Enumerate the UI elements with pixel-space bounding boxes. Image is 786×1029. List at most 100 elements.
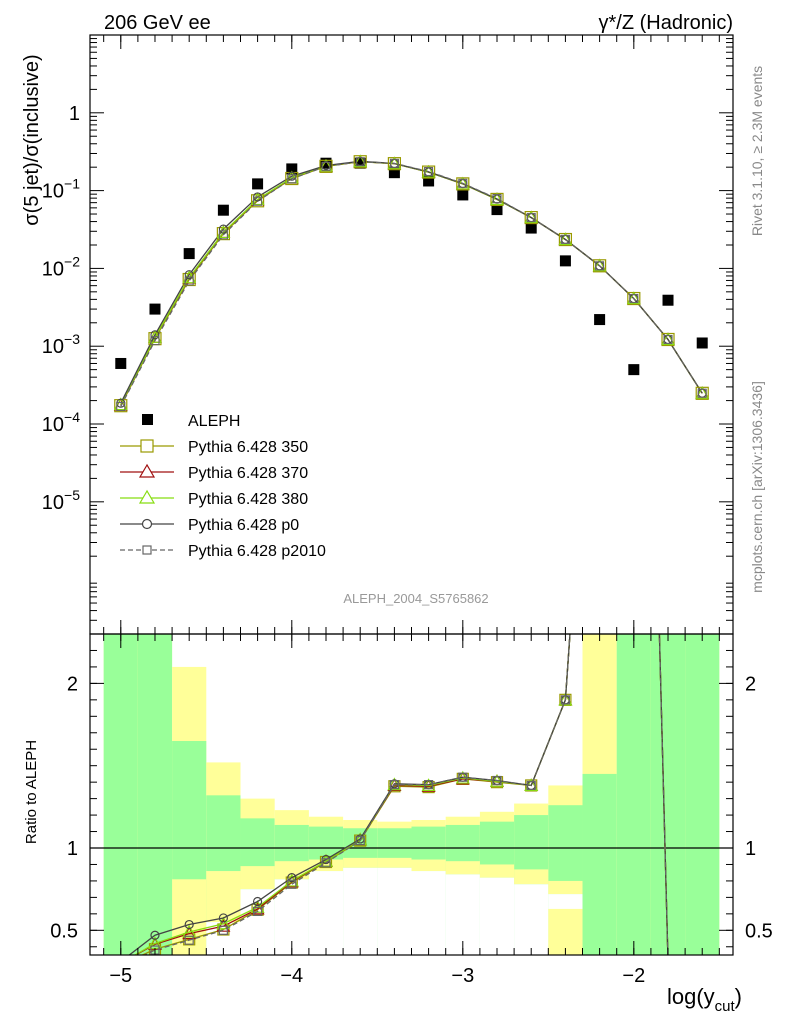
- green-band-bin: [616, 634, 651, 955]
- main-frame: [89, 34, 734, 635]
- white-lower-bin: [479, 877, 515, 955]
- ratio-series: [128, 634, 669, 955]
- ratio-marker: [526, 780, 536, 791]
- main-ylabel: σ(5 jet)/σ(inclusive): [21, 54, 43, 225]
- aleph-point: [559, 255, 571, 267]
- ratio-marker: [218, 925, 228, 935]
- mc-marker: [216, 227, 230, 241]
- ratio-marker: [492, 775, 502, 786]
- yellow-lower-bin: [377, 857, 412, 868]
- yellow-lower-bin: [343, 857, 378, 868]
- ratio-ytick-label: 2: [67, 673, 78, 695]
- aleph-point: [354, 157, 366, 169]
- ratio-ytick-label-right: 2: [745, 673, 756, 695]
- mc-marker: [287, 174, 297, 184]
- aleph-point: [696, 337, 708, 349]
- ratio-ytick-label-right: 0.5: [745, 920, 773, 942]
- mc-marker: [184, 276, 194, 286]
- aleph-point: [217, 204, 229, 216]
- ratio-ytick-label-right: 1: [745, 838, 756, 860]
- xtick-label: −3: [451, 965, 474, 987]
- white-lower-bin: [411, 871, 446, 955]
- aleph-point: [388, 167, 400, 179]
- main-ytick-label: 10−3: [42, 331, 80, 358]
- mc-marker: [560, 234, 570, 244]
- main-ytick-label: 10−5: [42, 487, 80, 514]
- white-lower-bin: [514, 884, 549, 955]
- legend: ALEPH Pythia 6.428 350 Pythia 6.428 370 Pyt…: [120, 413, 326, 560]
- ratio-marker: [389, 780, 399, 790]
- mc-marker: [695, 386, 710, 399]
- yellow-lower-bin: [514, 869, 549, 885]
- mc-marker: [526, 213, 536, 223]
- main-line-Pythia-6.428-p0: [120, 160, 703, 404]
- white-lower-bin: [377, 867, 412, 955]
- mc-marker: [116, 401, 126, 412]
- header-right: γ*/Z (Hadronic): [599, 12, 733, 34]
- mc-marker: [663, 334, 673, 345]
- legend-marker: [140, 439, 154, 453]
- mc-marker: [592, 258, 607, 272]
- yellow-lower-bin: [548, 880, 583, 895]
- ratio-marker: [182, 924, 197, 938]
- header-left: 206 GeV ee: [104, 12, 211, 34]
- mc-marker: [150, 336, 160, 346]
- ratio-ylabel: Ratio to ALEPH: [23, 740, 40, 844]
- legend-label: Pythia 6.428 p2010: [188, 543, 326, 560]
- ratio-marker: [252, 906, 263, 916]
- ratio-marker: [424, 780, 434, 790]
- xtick-label: −2: [622, 965, 645, 987]
- ratio-marker: [150, 930, 160, 940]
- main-series: [113, 154, 710, 413]
- legend-marker: [142, 414, 153, 425]
- mc-marker: [524, 210, 539, 224]
- yellow-lower-bin: [240, 866, 275, 890]
- green-band-bin: [103, 634, 138, 955]
- aleph-point: [525, 222, 537, 234]
- legend-marker: [138, 463, 156, 478]
- white-lower-bin: [308, 871, 344, 955]
- ratio-marker: [558, 692, 573, 706]
- mcplots-label: mcplots.cern.ch [arXiv:1306.3436]: [749, 381, 765, 593]
- aleph-point: [594, 314, 606, 326]
- mc-marker: [253, 196, 263, 206]
- aleph-point: [252, 178, 264, 190]
- yellow-lower-bin: [479, 864, 515, 878]
- legend-label: Pythia 6.428 370: [188, 465, 308, 482]
- ratio-marker: [355, 835, 365, 846]
- mc-marker: [184, 270, 194, 280]
- yellow-lower-bin: [445, 861, 480, 875]
- legend-label: Pythia 6.428 p0: [188, 517, 299, 534]
- white-lower-bin: [343, 867, 378, 955]
- xtick-label: −4: [280, 965, 303, 987]
- mc-marker: [355, 157, 365, 167]
- mc-marker: [150, 330, 160, 340]
- green-band-bin: [137, 634, 173, 955]
- rivet-label: Rivet 3.1.10, ≥ 2.3M events: [749, 66, 765, 236]
- aleph-point: [286, 163, 298, 175]
- green-band-bin: [685, 634, 720, 955]
- mc-marker: [218, 224, 228, 234]
- ratio-ytick-label: 1: [67, 838, 78, 860]
- ratio-marker: [321, 858, 331, 868]
- mc-marker: [321, 161, 331, 171]
- mc-marker: [697, 388, 707, 398]
- ratio-marker: [287, 879, 297, 889]
- labels: 206 GeV ee γ*/Z (Hadronic) σ(5 jet)/σ(in…: [21, 12, 765, 844]
- ratio-marker: [252, 896, 263, 907]
- mc-marker: [458, 178, 468, 188]
- main-line-Pythia-6.428-370: [120, 160, 703, 406]
- legend-marker: [138, 489, 156, 504]
- aleph-point: [183, 248, 195, 260]
- yellow-lower-bin: [274, 861, 309, 880]
- main-line-Pythia-6.428-380: [120, 160, 703, 405]
- aleph-point: [491, 204, 503, 216]
- aleph-point: [320, 157, 332, 169]
- ratio-marker: [422, 780, 435, 794]
- ratio-marker: [216, 918, 231, 932]
- ratio-panel: 0.5 0.5 1 1 2 2 −5 −4 −3 −2 log(ycut): [50, 633, 773, 1015]
- mc-marker: [490, 192, 504, 205]
- watermark: ALEPH_2004_S5765862: [343, 591, 488, 606]
- mc-marker: [492, 194, 502, 204]
- ratio-marker: [184, 935, 194, 945]
